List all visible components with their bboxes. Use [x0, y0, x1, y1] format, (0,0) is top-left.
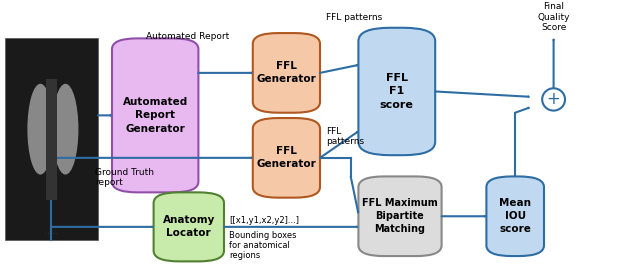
- Text: Automated Report: Automated Report: [146, 32, 229, 41]
- Ellipse shape: [52, 84, 79, 175]
- FancyBboxPatch shape: [358, 177, 442, 256]
- Text: - - - - -: - - - - -: [45, 231, 58, 235]
- Text: FFL
patterns: FFL patterns: [326, 127, 365, 146]
- Text: FFL
Generator: FFL Generator: [257, 61, 316, 85]
- Text: FFL
F1
score: FFL F1 score: [380, 73, 413, 110]
- FancyBboxPatch shape: [358, 28, 435, 155]
- Ellipse shape: [28, 84, 53, 175]
- Text: Anatomy
Locator: Anatomy Locator: [163, 215, 215, 239]
- Text: +: +: [547, 90, 561, 109]
- Text: Ground Truth
report: Ground Truth report: [95, 168, 154, 187]
- Text: Automated
Report
Generator: Automated Report Generator: [123, 97, 188, 134]
- FancyBboxPatch shape: [253, 33, 320, 113]
- Text: [[x1,y1,x2,y2]...]: [[x1,y1,x2,y2]...]: [229, 216, 299, 225]
- FancyBboxPatch shape: [253, 118, 320, 198]
- Text: Final
Quality
Score: Final Quality Score: [538, 2, 570, 32]
- Text: FFL patterns: FFL patterns: [326, 13, 383, 22]
- FancyBboxPatch shape: [154, 192, 224, 261]
- Text: Mean
IOU
score: Mean IOU score: [499, 198, 531, 234]
- Bar: [46, 79, 57, 200]
- FancyBboxPatch shape: [486, 177, 544, 256]
- Bar: [5, 38, 98, 240]
- Text: Bounding boxes
for anatomical
regions: Bounding boxes for anatomical regions: [229, 231, 296, 260]
- Text: FFL Maximum
Bipartite
Matching: FFL Maximum Bipartite Matching: [362, 198, 438, 234]
- FancyBboxPatch shape: [112, 38, 198, 192]
- Text: FFL
Generator: FFL Generator: [257, 146, 316, 169]
- Ellipse shape: [542, 88, 565, 111]
